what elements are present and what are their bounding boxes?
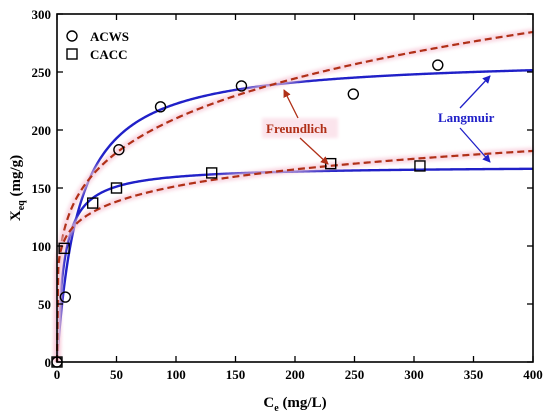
x-tick-label: 350 xyxy=(464,367,484,382)
freundlich-fit-cacc xyxy=(55,149,534,363)
point-cacc xyxy=(205,167,218,179)
x-axis-label-rest: (mg/L) xyxy=(279,395,327,411)
annotation-freundlich-arrow-down xyxy=(299,137,329,165)
y-axis-label-main: X xyxy=(8,210,24,221)
x-tick-label: 200 xyxy=(285,367,305,382)
x-tick-label: 150 xyxy=(226,367,246,382)
point-acws xyxy=(432,59,444,71)
point-cacc xyxy=(58,242,70,255)
y-tick-label: 100 xyxy=(32,239,52,254)
point-cacc xyxy=(414,160,426,172)
x-tick-label: 50 xyxy=(110,367,123,382)
y-axis-label: Xeq (mg/g) xyxy=(8,155,27,221)
y-axis-label-sub: eq xyxy=(16,200,27,210)
legend-square-marker xyxy=(66,48,78,60)
y-tick-label: 0 xyxy=(45,355,52,370)
point-cacc xyxy=(110,182,123,194)
freundlich-fit-acws xyxy=(55,30,534,363)
annotation-freundlich-label: Freundlich xyxy=(266,121,328,136)
legend-circle-marker xyxy=(66,30,78,42)
legend: ACWS CACC xyxy=(66,29,129,62)
x-tick-label: 0 xyxy=(54,367,61,382)
annotation-freundlich: Freundlich xyxy=(262,89,338,165)
y-tick-label: 250 xyxy=(32,65,52,80)
x-tick-label: 300 xyxy=(404,367,424,382)
annotation-langmuir-label: Langmuir xyxy=(438,110,495,125)
y-tick-label: 150 xyxy=(32,181,52,196)
x-tick-label: 250 xyxy=(345,367,365,382)
x-axis-label: Ce (mg/L) xyxy=(263,395,326,414)
y-tick-label: 50 xyxy=(38,297,51,312)
legend-label-cacc: CACC xyxy=(90,47,128,62)
axis-ticks: 0 50 100 150 200 250 300 350 400 0 50 100 150 200 250 3… xyxy=(32,7,543,382)
y-tick-label: 200 xyxy=(32,123,52,138)
annotation-freundlich-box xyxy=(262,118,338,138)
annotation-langmuir: Langmuir xyxy=(438,75,495,163)
x-axis-label-main: C xyxy=(263,395,274,411)
point-acws xyxy=(154,101,167,113)
point-acws xyxy=(59,291,72,303)
point-acws xyxy=(113,144,125,156)
annotation-langmuir-arrow-up xyxy=(459,75,491,109)
fit-curves xyxy=(53,28,534,363)
annotation-freundlich-arrow-up xyxy=(283,89,299,119)
x-axis-label-sub: e xyxy=(274,403,279,414)
point-acws xyxy=(347,88,360,100)
data-points xyxy=(51,59,444,368)
y-tick-label: 300 xyxy=(32,7,52,22)
x-tick-label: 400 xyxy=(523,367,543,382)
plot-background xyxy=(57,14,533,362)
annotation-langmuir-arrow-down xyxy=(459,127,491,163)
y-axis-label-rest: (mg/g) xyxy=(8,155,24,200)
legend-label-acws: ACWS xyxy=(90,29,129,44)
point-acws xyxy=(235,80,248,92)
x-tick-label: 100 xyxy=(166,367,186,382)
langmuir-fit-acws xyxy=(55,68,534,363)
point-cacc xyxy=(86,197,99,209)
